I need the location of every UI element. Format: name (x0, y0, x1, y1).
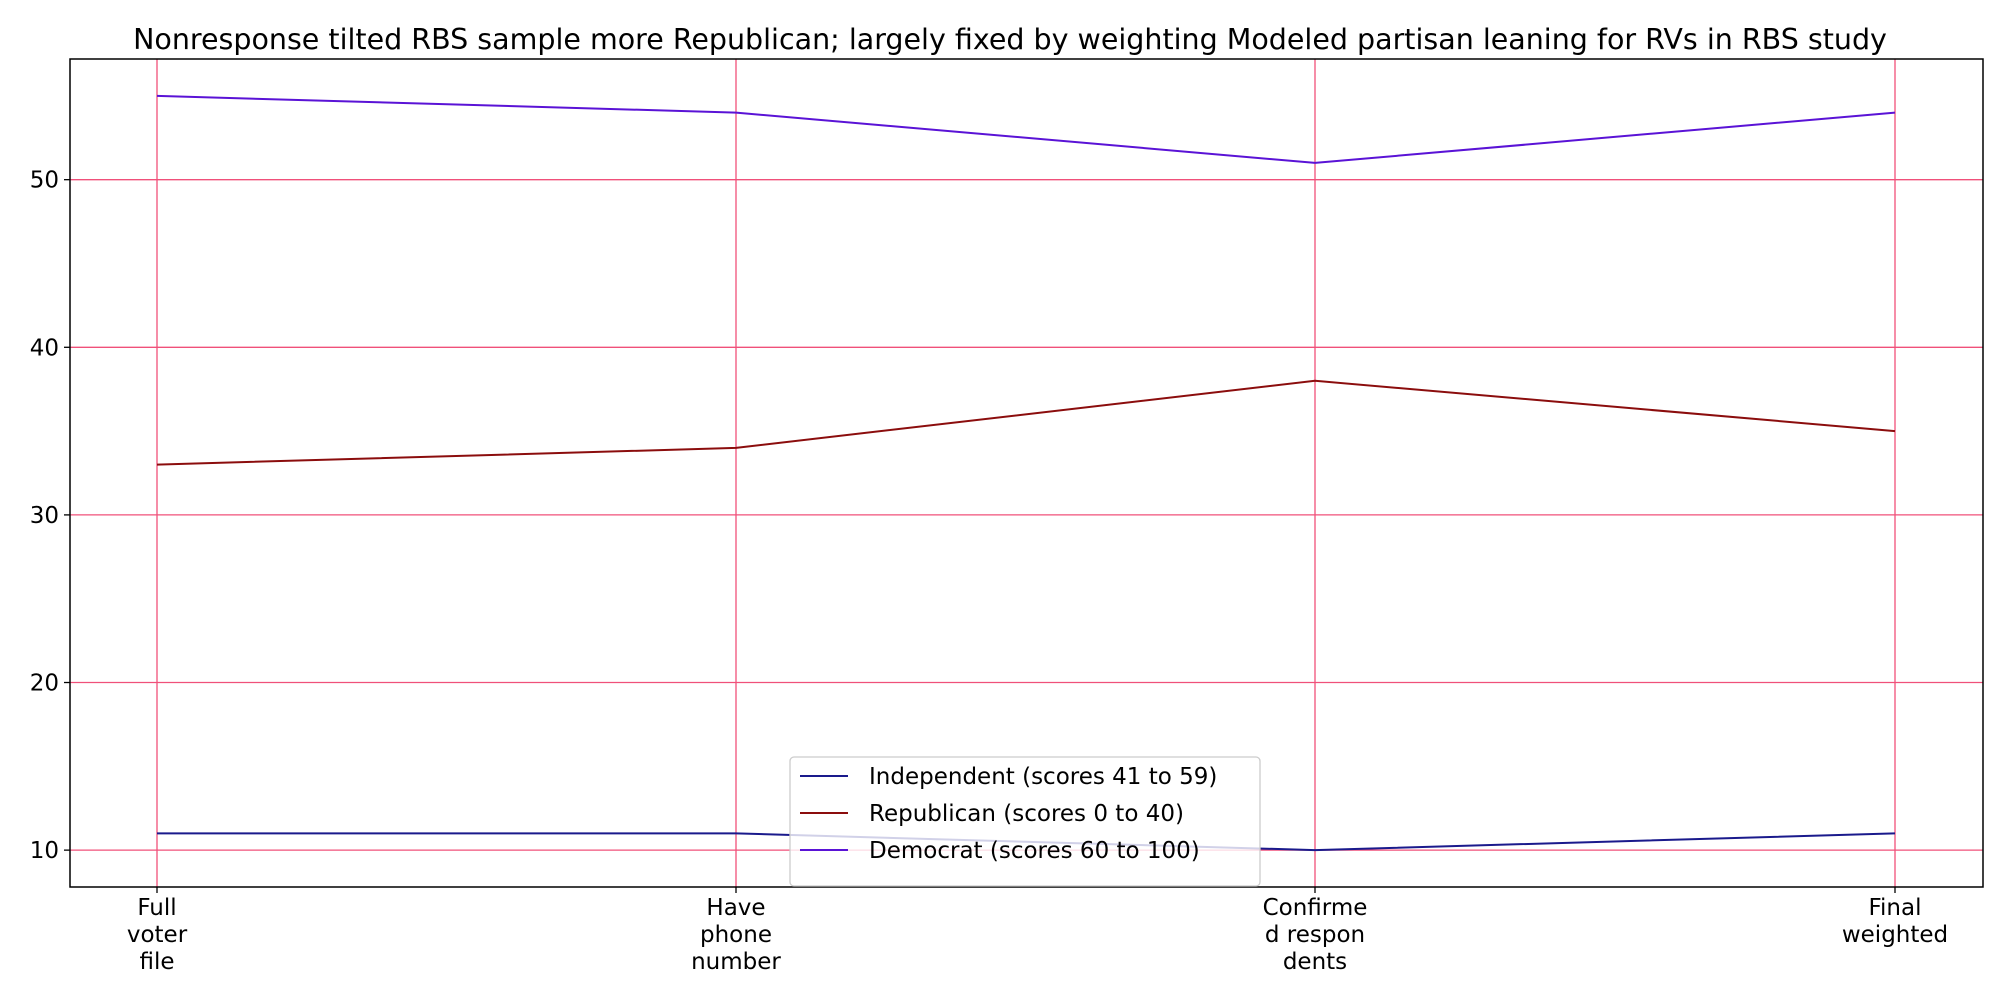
x-tick-label-line: Full (137, 895, 176, 921)
y-tick-label: 40 (30, 335, 59, 361)
legend-box (789, 756, 1261, 887)
x-tick-label-line: d respon (1265, 922, 1365, 948)
x-tick-label-line: dents (1283, 949, 1347, 975)
y-tick-label: 20 (30, 671, 59, 697)
x-tick-label-line: file (139, 949, 174, 975)
x-tick-label-line: number (691, 949, 781, 975)
series-lines (156, 94, 1896, 852)
y-tick-label: 10 (30, 838, 59, 864)
chart-title: Nonresponse tilted RBS sample more Repub… (133, 23, 1887, 56)
x-tick-label: Full voter file (127, 895, 188, 975)
x-tick-label-line: Confirme (1263, 895, 1368, 921)
y-tick-label: 30 (30, 503, 59, 529)
legend-label[interactable]: Independent (scores 41 to 59) (869, 764, 1217, 790)
plot-area-frame (69, 58, 1984, 888)
x-tick-label-line: Have (706, 895, 765, 921)
x-tick-label-line: Final (1868, 895, 1921, 921)
x-tick-label-line: weighted (1842, 922, 1948, 948)
legend-label[interactable]: Democrat (scores 60 to 100) (869, 838, 1200, 864)
axes: Full voter file Have phone number Confirme d re… (30, 168, 1948, 975)
y-tick-label: 50 (30, 168, 59, 194)
x-tick-label: Have phone number (691, 895, 781, 975)
series-line (156, 94, 1896, 164)
legend[interactable]: Independent (scores 41 to 59) Republican … (789, 756, 1261, 887)
x-tick-label: Confirme d respon dents (1263, 895, 1368, 975)
x-tick-label-line: phone (700, 922, 772, 948)
legend-label[interactable]: Republican (scores 0 to 40) (869, 801, 1184, 827)
series-line (156, 379, 1896, 466)
x-tick-label-line: voter (127, 922, 188, 948)
x-tick-label: Final weighted (1842, 895, 1948, 948)
